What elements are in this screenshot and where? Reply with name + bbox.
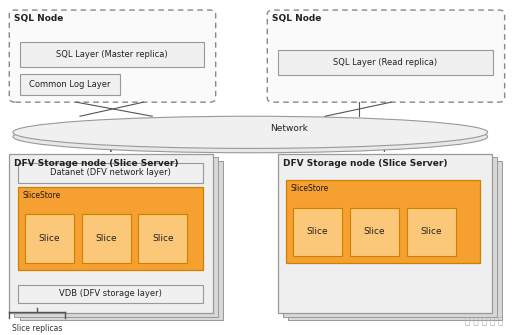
- Text: DFV Storage node (Slice Server): DFV Storage node (Slice Server): [14, 159, 179, 168]
- Text: Slice: Slice: [95, 234, 117, 243]
- Ellipse shape: [13, 121, 488, 153]
- Text: Slice: Slice: [364, 227, 385, 237]
- FancyBboxPatch shape: [9, 10, 216, 102]
- Text: Slice: Slice: [307, 227, 328, 237]
- Text: Common Log Layer: Common Log Layer: [29, 80, 110, 89]
- Bar: [9, 154, 213, 313]
- Bar: [286, 180, 480, 263]
- Bar: [20, 42, 204, 67]
- Text: 华 为 云 社 区: 华 为 云 社 区: [465, 318, 503, 327]
- Bar: [18, 285, 203, 303]
- Text: Slice: Slice: [152, 234, 173, 243]
- Text: SQL Node: SQL Node: [14, 14, 64, 23]
- Text: Slice replicas: Slice replicas: [12, 324, 62, 333]
- Bar: [283, 157, 497, 317]
- Bar: [82, 214, 131, 263]
- Text: SliceStore: SliceStore: [22, 191, 60, 200]
- Text: Network: Network: [270, 125, 308, 133]
- Text: Slice: Slice: [421, 227, 442, 237]
- Text: SliceStore: SliceStore: [291, 184, 329, 193]
- Bar: [278, 154, 492, 313]
- Bar: [14, 157, 218, 317]
- Bar: [18, 163, 203, 183]
- Bar: [407, 208, 456, 256]
- Text: Slice: Slice: [39, 234, 60, 243]
- Text: DFV Storage node (Slice Server): DFV Storage node (Slice Server): [283, 159, 447, 168]
- Bar: [20, 161, 223, 320]
- Text: SQL Node: SQL Node: [272, 14, 322, 23]
- Bar: [20, 74, 120, 95]
- Text: Datanet (DFV network layer): Datanet (DFV network layer): [50, 169, 171, 177]
- Bar: [293, 208, 342, 256]
- Bar: [25, 214, 74, 263]
- Bar: [350, 208, 399, 256]
- Ellipse shape: [13, 116, 488, 148]
- Bar: [18, 187, 203, 270]
- FancyBboxPatch shape: [267, 10, 505, 102]
- Bar: [278, 50, 493, 75]
- Bar: [288, 161, 502, 320]
- Text: VDB (DFV storage layer): VDB (DFV storage layer): [59, 289, 162, 298]
- Text: SQL Layer (Read replica): SQL Layer (Read replica): [333, 58, 438, 67]
- Bar: [138, 214, 187, 263]
- Text: SQL Layer (Master replica): SQL Layer (Master replica): [56, 50, 168, 59]
